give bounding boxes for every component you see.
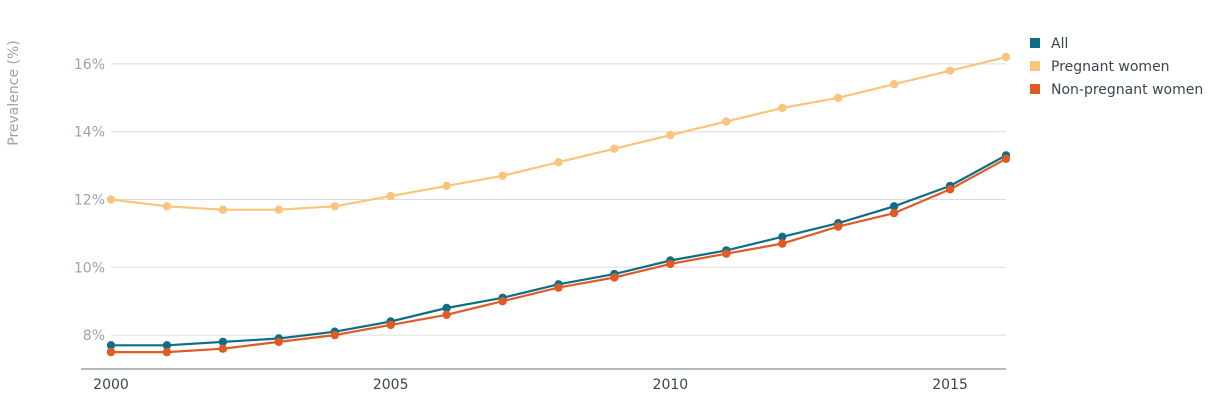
data-point xyxy=(722,249,731,258)
data-point xyxy=(554,283,563,292)
x-tick-label: 2005 xyxy=(373,377,409,393)
series-line xyxy=(111,154,1007,347)
data-point xyxy=(554,158,563,167)
data-point xyxy=(889,208,899,218)
data-point xyxy=(106,341,116,350)
data-point xyxy=(945,66,955,75)
data-point xyxy=(722,117,731,126)
axes: 8% 10% 12% 14% 16% 2000 2005 2010 2015 Prevalence… xyxy=(6,40,1006,393)
data-point xyxy=(274,337,283,347)
data-point xyxy=(610,273,619,282)
x-tick-label: 2000 xyxy=(93,377,129,393)
data-point xyxy=(778,232,787,241)
data-point xyxy=(1001,52,1011,62)
series-lines xyxy=(106,52,1011,357)
data-point xyxy=(945,185,955,194)
data-point xyxy=(162,202,172,211)
data-point xyxy=(106,347,116,357)
data-point xyxy=(778,239,787,248)
series-all xyxy=(106,151,1011,350)
data-point xyxy=(834,93,843,103)
y-tick-label: 12% xyxy=(74,193,105,209)
series-pregnant-women xyxy=(106,52,1011,214)
y-tick-label: 16% xyxy=(74,57,105,73)
data-point xyxy=(442,303,451,313)
data-point xyxy=(610,144,619,153)
legend-swatch xyxy=(1030,84,1040,94)
legend-label: Non-pregnant women xyxy=(1051,82,1203,98)
data-point xyxy=(778,103,787,113)
data-point xyxy=(106,195,116,204)
x-tick-label: 2010 xyxy=(653,377,689,393)
data-point xyxy=(1001,154,1011,163)
legend-label: Pregnant women xyxy=(1051,59,1170,75)
data-point xyxy=(218,205,228,214)
legend-label: All xyxy=(1051,36,1068,52)
data-point xyxy=(218,344,228,353)
series-line xyxy=(111,157,1007,354)
y-tick-label: 8% xyxy=(83,328,105,344)
data-point xyxy=(666,130,675,140)
legend-swatch xyxy=(1030,38,1040,48)
legend-swatch xyxy=(1030,61,1040,71)
data-point xyxy=(386,320,395,330)
legend: All Pregnant women Non-pregnant women xyxy=(1030,36,1203,98)
data-point xyxy=(386,191,395,201)
gridlines xyxy=(111,63,1006,336)
y-axis-title: Prevalence (%) xyxy=(6,40,22,146)
data-point xyxy=(889,202,899,211)
data-point xyxy=(442,181,451,191)
data-point xyxy=(162,347,172,357)
x-tick-label: 2015 xyxy=(932,377,968,393)
data-point xyxy=(498,297,507,306)
data-point xyxy=(330,330,339,340)
data-point xyxy=(274,205,283,214)
data-point xyxy=(162,341,172,350)
y-tick-label: 14% xyxy=(74,125,105,141)
series-line xyxy=(110,56,1007,211)
data-point xyxy=(218,337,228,347)
y-tick-label: 10% xyxy=(74,260,105,276)
data-point xyxy=(330,202,339,211)
data-point xyxy=(889,80,899,89)
series-non-pregnant-women xyxy=(106,154,1011,357)
data-point xyxy=(834,222,843,231)
data-point xyxy=(442,310,451,319)
data-point xyxy=(498,171,507,180)
data-point xyxy=(666,259,675,269)
